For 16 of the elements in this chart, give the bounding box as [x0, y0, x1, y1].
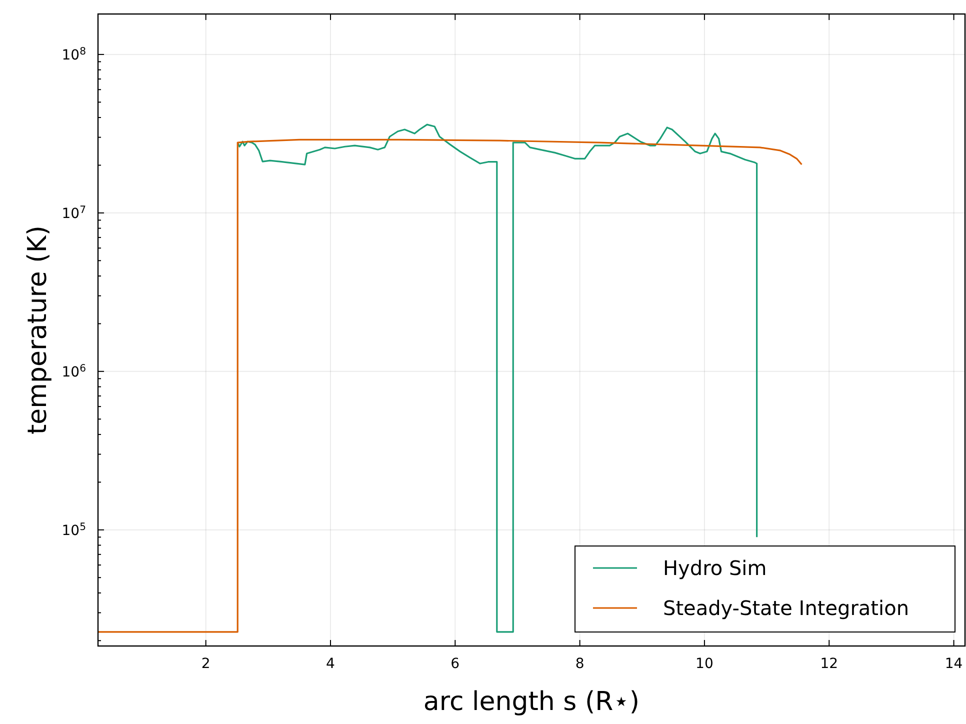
x-tick-label: 14 — [944, 656, 963, 672]
legend-label: Steady-State Integration — [663, 596, 909, 620]
legend-label: Hydro Sim — [663, 556, 767, 580]
x-tick-label: 8 — [575, 656, 584, 672]
x-tick-label: 12 — [820, 656, 838, 672]
line-series — [98, 138, 802, 633]
y-tick-label: 10$^{5}$ — [62, 521, 86, 539]
y-tick-label: 10$^{8}$ — [62, 46, 86, 64]
x-tick-label: 6 — [450, 656, 460, 672]
y-tick-label: 10$^{6}$ — [62, 362, 86, 380]
x-axis-title: arc length s (R⋆) — [423, 687, 640, 717]
y-axis-title: temperature (K) — [23, 225, 53, 435]
y-tick-label: 10$^{7}$ — [62, 204, 86, 222]
x-tick-label: 10 — [696, 656, 714, 672]
x-tick-label: 4 — [326, 656, 336, 672]
x-tick-label: 2 — [201, 656, 210, 672]
